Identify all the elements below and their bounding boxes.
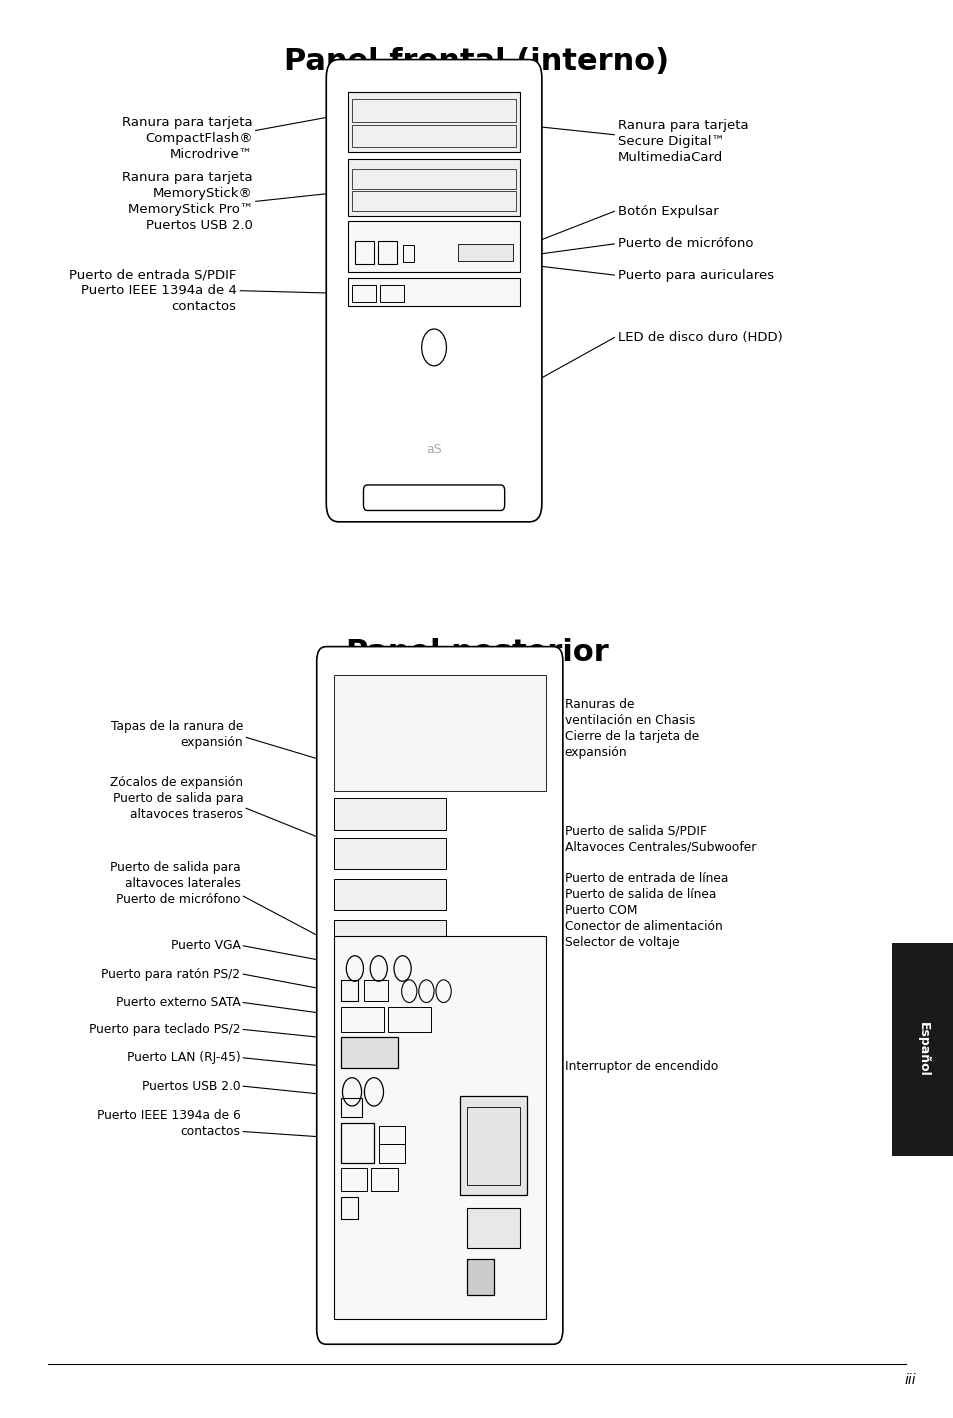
Bar <box>355 241 374 264</box>
Bar <box>352 169 516 189</box>
Text: Puerto de micrófono: Puerto de micrófono <box>618 237 753 251</box>
Text: Puerto de entrada de línea
Puerto de salida de línea
Puerto COM
Conector de alim: Puerto de entrada de línea Puerto de sal… <box>564 872 727 949</box>
Bar <box>334 879 446 910</box>
Text: Ranura para tarjeta
Secure Digital™
MultimediaCard: Ranura para tarjeta Secure Digital™ Mult… <box>618 119 748 164</box>
Bar <box>402 245 414 262</box>
Bar <box>891 943 953 1156</box>
Bar <box>371 1168 397 1191</box>
Bar <box>348 221 519 272</box>
Text: Puertos USB 2.0: Puertos USB 2.0 <box>142 1079 240 1093</box>
Text: Panel posterior: Panel posterior <box>345 638 608 666</box>
Bar <box>352 285 375 302</box>
Bar <box>457 244 513 261</box>
FancyBboxPatch shape <box>326 60 541 522</box>
Text: Español: Español <box>916 1022 928 1076</box>
Bar <box>352 99 516 122</box>
Text: iii: iii <box>903 1373 915 1387</box>
Bar <box>364 980 388 1001</box>
Text: Puerto de salida S/PDIF
Altavoces Centrales/Subwoofer: Puerto de salida S/PDIF Altavoces Centra… <box>564 825 756 854</box>
Bar <box>334 920 446 951</box>
Bar <box>340 980 357 1001</box>
Text: Puerto LAN (RJ-45): Puerto LAN (RJ-45) <box>127 1051 240 1065</box>
Bar <box>334 936 545 1319</box>
Bar <box>377 241 396 264</box>
Text: Ranura para tarjeta
CompactFlash®
Microdrive™: Ranura para tarjeta CompactFlash® Microd… <box>122 116 253 162</box>
Bar <box>467 1107 519 1185</box>
Bar <box>334 675 545 791</box>
Bar <box>378 1126 405 1144</box>
Text: Zócalos de expansión
Puerto de salida para
altavoces traseros: Zócalos de expansión Puerto de salida pa… <box>111 776 243 821</box>
FancyBboxPatch shape <box>363 485 504 510</box>
Bar <box>334 798 446 830</box>
Text: aS: aS <box>426 442 441 457</box>
Text: Puerto para teclado PS/2: Puerto para teclado PS/2 <box>89 1022 240 1037</box>
Text: Panel frontal (interno): Panel frontal (interno) <box>284 47 669 75</box>
Text: Interruptor de encendido: Interruptor de encendido <box>564 1059 718 1073</box>
Bar <box>340 1037 397 1068</box>
Bar <box>340 1007 383 1032</box>
Text: Puerto para ratón PS/2: Puerto para ratón PS/2 <box>101 967 240 981</box>
Bar <box>352 125 516 147</box>
Bar <box>352 191 516 211</box>
Bar <box>388 1007 431 1032</box>
Bar <box>467 1259 494 1295</box>
Text: Ranura para tarjeta
MemoryStick®
MemoryStick Pro™
Puertos USB 2.0: Ranura para tarjeta MemoryStick® MemoryS… <box>122 170 253 233</box>
Text: Puerto para auriculares: Puerto para auriculares <box>618 268 774 282</box>
Bar <box>340 1098 361 1117</box>
Text: Puerto de salida para
altavoces laterales
Puerto de micrófono: Puerto de salida para altavoces laterale… <box>110 861 240 906</box>
Bar <box>334 838 446 869</box>
Text: Puerto IEEE 1394a de 6
contactos: Puerto IEEE 1394a de 6 contactos <box>96 1109 240 1137</box>
Bar <box>467 1208 519 1248</box>
Bar <box>340 1123 374 1163</box>
Text: Botón Expulsar: Botón Expulsar <box>618 204 719 218</box>
Text: Ranuras de
ventiIación en Chasis
Cierre de la tarjeta de
expansión: Ranuras de ventiIación en Chasis Cierre … <box>564 698 699 760</box>
Text: Tapas de la ranura de
expansión: Tapas de la ranura de expansión <box>111 720 243 749</box>
Bar <box>340 1197 357 1219</box>
Bar <box>348 159 519 216</box>
Text: LED de disco duro (HDD): LED de disco duro (HDD) <box>618 330 782 345</box>
FancyBboxPatch shape <box>316 647 562 1344</box>
Text: Puerto VGA: Puerto VGA <box>171 939 240 953</box>
Bar <box>348 92 519 152</box>
Bar <box>340 1168 367 1191</box>
Bar <box>348 278 519 306</box>
Bar <box>378 1144 405 1163</box>
Bar <box>459 1096 526 1195</box>
Bar <box>379 285 403 302</box>
Text: Puerto externo SATA: Puerto externo SATA <box>115 995 240 1010</box>
Text: Puerto de entrada S/PDIF
Puerto IEEE 1394a de 4
contactos: Puerto de entrada S/PDIF Puerto IEEE 139… <box>70 268 236 313</box>
